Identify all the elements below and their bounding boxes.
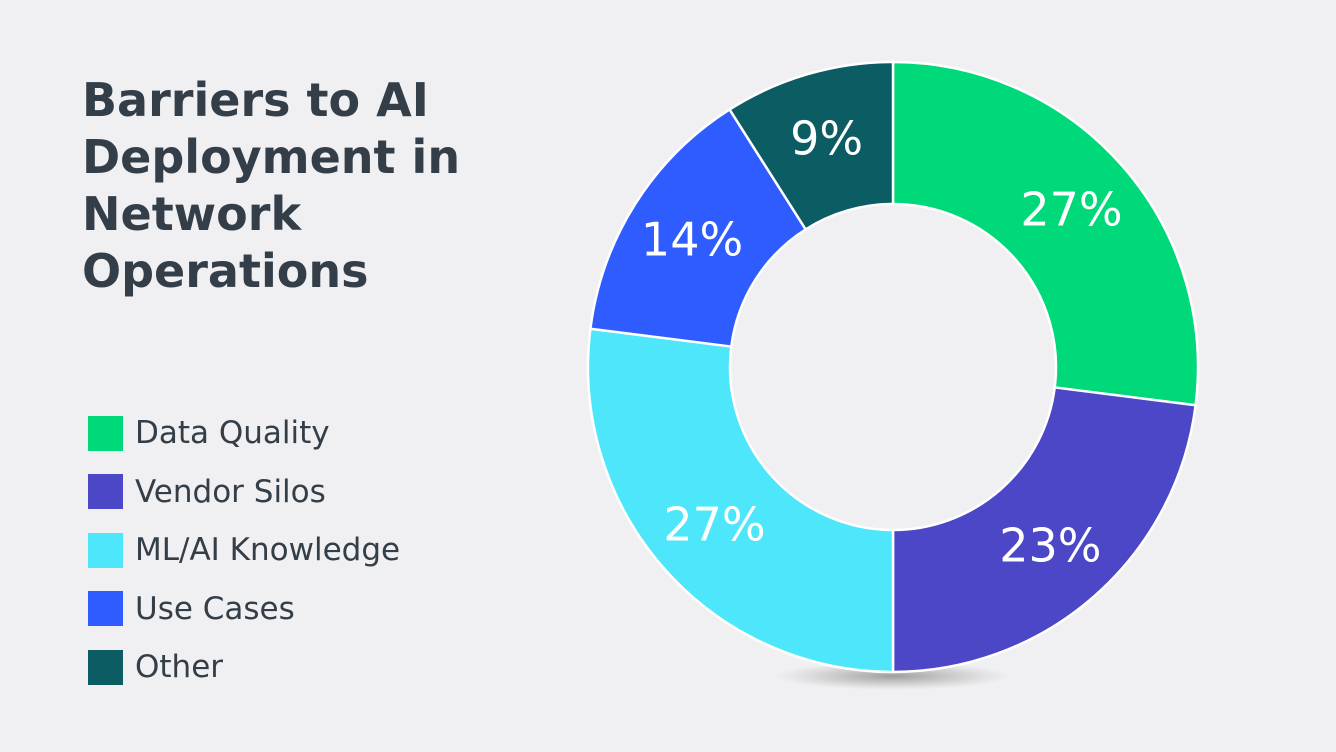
donut-shadow (775, 662, 1011, 690)
chart-title-line: Operations (82, 244, 369, 298)
legend-label: Use Cases (135, 590, 295, 627)
legend-swatch (88, 474, 123, 510)
chart-title-line: Barriers to AI (82, 73, 429, 127)
slice-label-vendor-silos: 23% (999, 519, 1101, 573)
donut-slice-use-cases (589, 108, 807, 348)
chart-legend: Data Quality Vendor Silos ML/AI Knowledg… (88, 404, 400, 697)
chart-title-line: Network (82, 187, 302, 241)
legend-swatch (88, 649, 123, 685)
donut-slices (586, 60, 1200, 674)
slice-label-ml-ai-knowledge: 27% (663, 497, 765, 551)
chart-title-line: Deployment in (82, 130, 461, 184)
legend-label: Data Quality (135, 415, 330, 452)
donut-slice-ml-ai-knowledge (586, 327, 895, 674)
legend-item-other: Other (88, 638, 400, 697)
legend-item-use-cases: Use Cases (88, 580, 400, 639)
legend-item-ml-ai-knowledge: ML/AI Knowledge (88, 521, 400, 580)
legend-swatch (88, 591, 123, 627)
donut-slice-other (728, 60, 895, 231)
donut-slice-data-quality (891, 60, 1200, 407)
legend-swatch (88, 415, 123, 451)
donut-labels: 27% 23% 27% 14% 9% (641, 111, 1123, 572)
legend-item-data-quality: Data Quality (88, 404, 400, 463)
donut-slice-vendor-silos (891, 386, 1197, 674)
legend-swatch (88, 532, 123, 568)
slice-label-use-cases: 14% (641, 212, 743, 266)
legend-label: Other (135, 649, 224, 686)
legend-label: ML/AI Knowledge (135, 532, 401, 569)
legend-item-vendor-silos: Vendor Silos (88, 463, 400, 522)
slice-label-other: 9% (790, 111, 863, 165)
slice-label-data-quality: 27% (1020, 183, 1122, 237)
legend-label: Vendor Silos (135, 473, 326, 510)
chart-title: Barriers to AI Deployment in Network Ope… (82, 72, 542, 300)
